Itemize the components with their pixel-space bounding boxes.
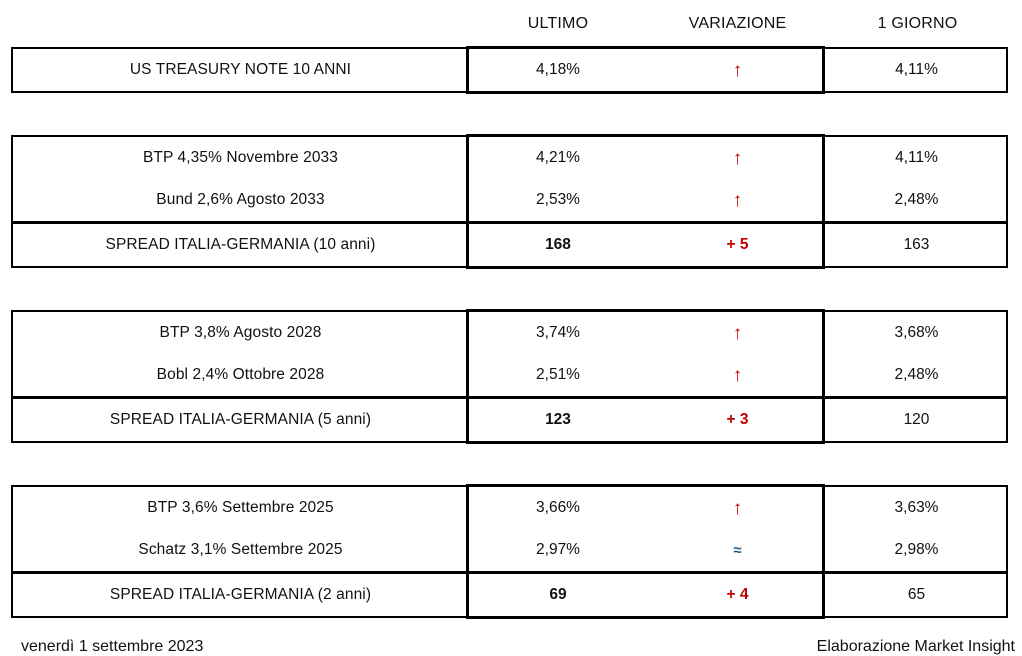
variazione-column-header: VARIAZIONE [688,15,787,32]
variazione-value-cell: + 3 [648,399,827,441]
giorno-value-cell: 2,98% [894,541,939,558]
column-header-row: ULTIMO VARIAZIONE 1 GIORNO [11,10,1008,38]
instrument-label-cell: BTP 3,6% Settembre 2025 [147,499,334,516]
giorno-value-cell: 163 [903,236,930,253]
instrument-label-cell: SPREAD ITALIA-GERMANIA (5 anni) [109,411,372,428]
variazione-value-cell: ↑ [648,354,827,396]
variazione-value-cell: ↑ [648,49,827,91]
up-arrow-icon: ↑ [732,497,743,519]
variation-delta: + 3 [726,411,749,428]
bond-table: BTP 3,6% Settembre 2025 3,66% ↑ 3,63% Schatz… [11,484,1008,619]
report-footer: venerdì 1 settembre 2023 Elaborazione Ma… [11,638,1015,656]
giorno-value-cell: 65 [907,586,926,603]
ultimo-value-cell: 3,74% [536,324,580,341]
ultimo-value-cell: 2,53% [536,191,580,208]
variazione-value-cell: ↑ [648,312,827,354]
giorno-value-cell: 4,11% [895,149,938,166]
variazione-value-cell: ↑ [648,487,827,529]
instrument-label-cell: SPREAD ITALIA-GERMANIA (10 anni) [105,236,376,253]
giorno-value-cell: 120 [903,411,930,428]
table-row: Bund 2,6% Agosto 2033 2,53% ↑ 2,48% [13,179,1006,221]
giorno-value-cell: 2,48% [894,191,939,208]
instrument-label-cell: Schatz 3,1% Settembre 2025 [138,541,343,558]
variazione-value-cell: ≈ [648,529,827,571]
table-row: Bobl 2,4% Ottobre 2028 2,51% ↑ 2,48% [13,354,1006,396]
spread-row: SPREAD ITALIA-GERMANIA (5 anni) 123 + 3 120 [13,396,1006,441]
up-arrow-icon: ↑ [732,59,743,81]
ultimo-value-cell: 4,21% [536,149,580,166]
bond-table: BTP 4,35% Novembre 2033 4,21% ↑ 4,11% Bund 2… [11,134,1008,269]
approx-equal-icon: ≈ [733,541,742,559]
giorno-value-cell: 3,68% [894,324,939,341]
bond-tables-container: US TREASURY NOTE 10 ANNI 4,18% ↑ 4,11% BTP 4… [11,46,1008,619]
instrument-label-cell: US TREASURY NOTE 10 ANNI [129,61,352,78]
ultimo-value-cell: 123 [545,411,571,428]
up-arrow-icon: ↑ [732,189,743,211]
instrument-label-cell: Bund 2,6% Agosto 2033 [156,191,325,208]
table-row: US TREASURY NOTE 10 ANNI 4,18% ↑ 4,11% [13,49,1006,91]
ultimo-column-header: ULTIMO [527,15,589,32]
ultimo-value-cell: 4,18% [536,61,580,78]
up-arrow-icon: ↑ [732,147,743,169]
giorno-value-cell: 3,63% [894,499,939,516]
variazione-value-cell: + 5 [648,224,827,266]
variazione-value-cell: + 4 [648,574,827,616]
instrument-label-cell: BTP 3,8% Agosto 2028 [159,324,322,341]
giorno-column-header: 1 GIORNO [877,15,958,32]
up-arrow-icon: ↑ [732,364,743,386]
spread-row: SPREAD ITALIA-GERMANIA (10 anni) 168 + 5 16… [13,221,1006,266]
variazione-value-cell: ↑ [648,137,827,179]
table-row: Schatz 3,1% Settembre 2025 2,97% ≈2,98% [13,529,1006,571]
table-row: BTP 3,8% Agosto 2028 3,74% ↑ 3,68% [13,312,1006,354]
table-row: BTP 3,6% Settembre 2025 3,66% ↑ 3,63% [13,487,1006,529]
up-arrow-icon: ↑ [732,322,743,344]
ultimo-value-cell: 2,51% [536,366,580,383]
spread-row: SPREAD ITALIA-GERMANIA (2 anni) 69 + 4 65 [13,571,1006,616]
bond-table: BTP 3,8% Agosto 2028 3,74% ↑ 3,68% Bobl 2,4%… [11,309,1008,444]
giorno-value-cell: 2,48% [894,366,939,383]
variation-delta: + 5 [726,236,749,253]
variation-delta: + 4 [726,586,749,603]
instrument-label-cell: Bobl 2,4% Ottobre 2028 [156,366,325,383]
report-date: venerdì 1 settembre 2023 [21,638,204,655]
instrument-label-cell: SPREAD ITALIA-GERMANIA (2 anni) [109,586,372,603]
ultimo-value-cell: 69 [549,586,567,603]
giorno-value-cell: 4,11% [895,61,938,78]
instrument-label-cell: BTP 4,35% Novembre 2033 [142,149,338,166]
table-row: BTP 4,35% Novembre 2033 4,21% ↑ 4,11% [13,137,1006,179]
variazione-value-cell: ↑ [648,179,827,221]
bond-table: US TREASURY NOTE 10 ANNI 4,18% ↑ 4,11% [11,46,1008,94]
report-credit: Elaborazione Market Insight [816,638,1015,655]
ultimo-value-cell: 3,66% [536,499,580,516]
ultimo-value-cell: 2,97% [536,541,580,558]
ultimo-value-cell: 168 [545,236,571,253]
